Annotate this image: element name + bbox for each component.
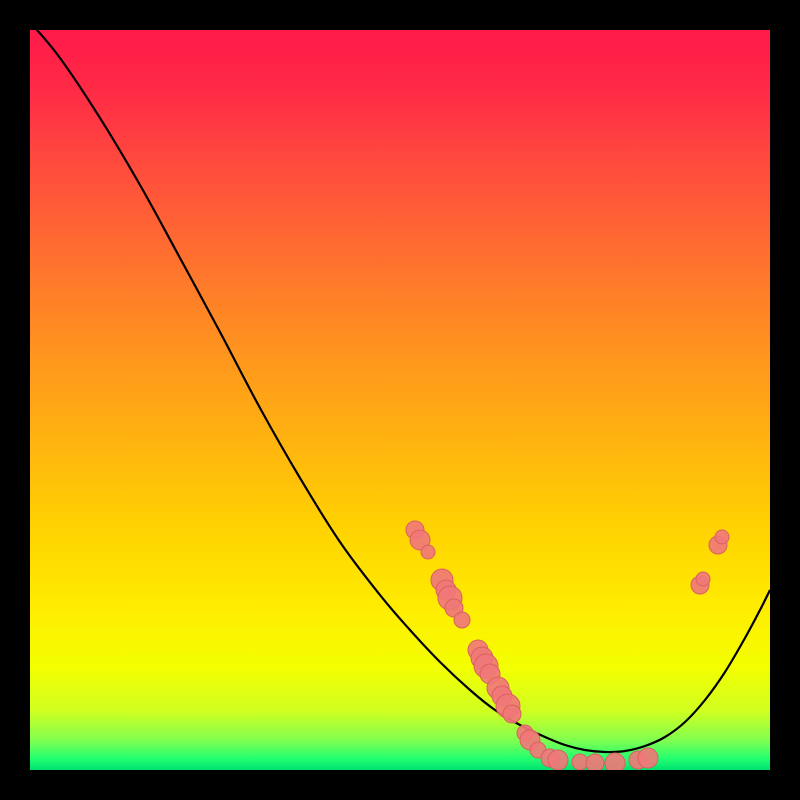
attribution-text: TheBottlenecker.com — [580, 4, 782, 27]
data-point — [696, 572, 710, 586]
data-point — [715, 530, 729, 544]
data-point — [586, 754, 604, 770]
chart-container — [30, 30, 770, 770]
data-point — [421, 545, 435, 559]
data-point — [454, 612, 470, 628]
data-point — [548, 750, 568, 770]
data-point — [605, 753, 625, 770]
data-point — [503, 705, 521, 723]
data-point — [638, 748, 658, 768]
bottleneck-curve — [30, 30, 770, 752]
chart-svg — [30, 30, 770, 770]
